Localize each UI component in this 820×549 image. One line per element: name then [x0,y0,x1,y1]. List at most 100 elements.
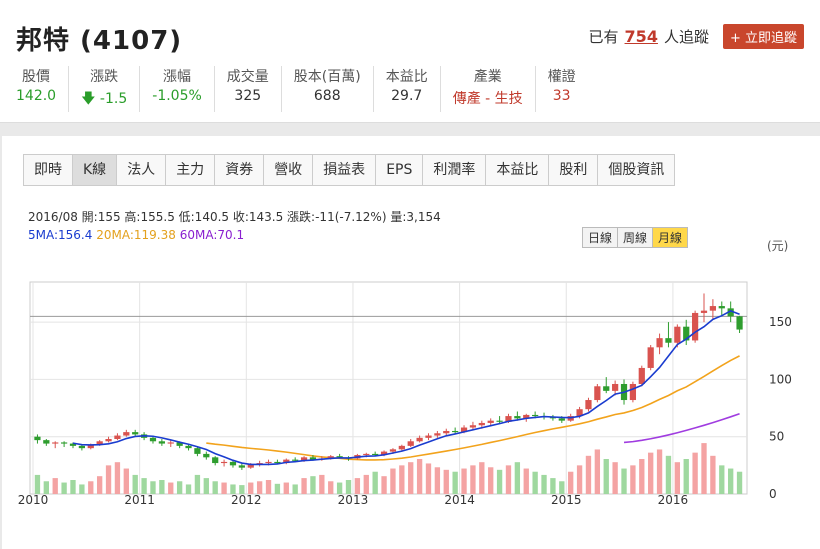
candle-body [523,414,530,419]
candle-body [434,433,441,436]
volume-bar [301,478,307,494]
candle-body [425,435,432,438]
volume-bar [399,465,405,494]
volume-bar [52,478,58,494]
y-tick-label: 50 [769,430,784,444]
period-switcher: 日線 周線 月線 [582,227,689,248]
candle-body [87,444,94,449]
tab-bar: 即時 K線 法人 主力 資券 營收 損益表 EPS 利潤率 本益比 股利 個股資訊 [23,154,676,186]
x-tick-label: 2013 [338,493,369,507]
candle-body [34,436,41,441]
candle-body [203,453,210,458]
volume-bar [390,468,396,494]
tab-10[interactable]: 股利 [548,154,599,186]
stat-label: 漲跌 [90,69,119,85]
volume-bar [114,462,121,494]
tab-9[interactable]: 本益比 [485,154,550,186]
volume-bar [185,484,192,494]
volume-bar [523,468,529,494]
stat-value[interactable]: 33 [552,88,571,104]
period-button-0[interactable]: 日線 [582,227,619,248]
volume-bar [701,443,707,494]
volume-bar [648,452,654,494]
volume-bar [612,462,618,494]
ma60-label: 60MA:70.1 [179,228,245,242]
stat-value[interactable]: 傳產 - 生技 [452,91,523,107]
candle-body [105,438,112,442]
tab-1[interactable]: K線 [72,154,118,186]
volume-bar [310,476,316,494]
candle-body [96,441,103,445]
ohlc-info: 2016/08 開:155 高:155.5 低:140.5 收:143.5 漲跌… [28,210,441,224]
volume-bar [416,459,423,494]
candle-body [416,437,423,442]
volume-bar [683,459,689,494]
tab-4[interactable]: 資券 [214,154,265,186]
candle-body [407,441,414,446]
candle-body [674,326,681,343]
volume-bar [150,481,156,494]
volume-bar [452,471,458,494]
stat-7: 權證 33 [534,66,588,112]
y-tick-label: 0 [769,487,777,501]
stat-4: 股本(百萬) 688 [280,66,373,112]
candle-body [114,435,121,439]
stat-label: 產業 [473,69,502,85]
stat-label: 權證 [547,69,576,85]
volume-bar [603,459,609,494]
candle-body [185,445,192,449]
tab-7[interactable]: EPS [375,154,424,186]
volume-bar [34,474,41,494]
candle-body [398,445,405,450]
volume-bar [728,468,734,494]
volume-bar [550,478,556,494]
volume-bar [496,469,503,494]
tab-2[interactable]: 法人 [116,154,167,186]
tab-11[interactable]: 個股資訊 [597,154,676,186]
stat-value: 688 [313,88,341,104]
volume-bar [381,476,387,494]
candle-body [389,449,397,452]
candle-body [336,456,343,458]
period-button-1[interactable]: 周線 [617,227,654,248]
candle-body [220,461,228,464]
candle-body [52,442,59,444]
candle-body [718,306,725,309]
volume-bar [665,455,672,494]
x-tick-label: 2014 [444,493,475,507]
kline-chart[interactable]: 2010 2011 2012 2013 2014 2015 2016 0 50 100 150 [2,136,820,549]
follow-suffix: 人追蹤 [663,28,709,46]
tab-0[interactable]: 即時 [23,154,73,186]
candle-body [585,400,592,410]
candle-body [123,432,130,436]
tab-6[interactable]: 損益表 [312,154,377,186]
candle-body [594,386,601,401]
volume-bar [594,449,601,494]
follow-prefix: 已有 [588,28,619,46]
candle-body [452,430,459,433]
volume-bar [168,482,174,494]
period-button-2[interactable]: 月線 [652,227,689,248]
candle-body [736,316,743,330]
volume-bar [212,481,218,494]
follow-count[interactable]: 754 [624,27,658,46]
volume-bar [105,465,112,494]
ma5-line [72,310,740,466]
volume-bar [576,465,583,494]
candle-body [656,338,663,348]
volume-bar [319,474,325,494]
volume-bar [230,484,236,494]
candle-body [212,457,219,464]
candle-body [612,383,619,391]
x-tick-label: 2012 [231,493,262,507]
x-tick-label: 2015 [551,493,582,507]
candle-body [372,453,379,456]
volume-bar [656,449,663,494]
tab-8[interactable]: 利潤率 [422,154,487,186]
volume-bar [176,481,183,494]
volume-bar [674,462,681,494]
volume-bar [345,480,352,494]
follow-button[interactable]: + 立即追蹤 [722,24,804,49]
volume-bar [132,474,138,494]
candle-body [176,442,183,446]
